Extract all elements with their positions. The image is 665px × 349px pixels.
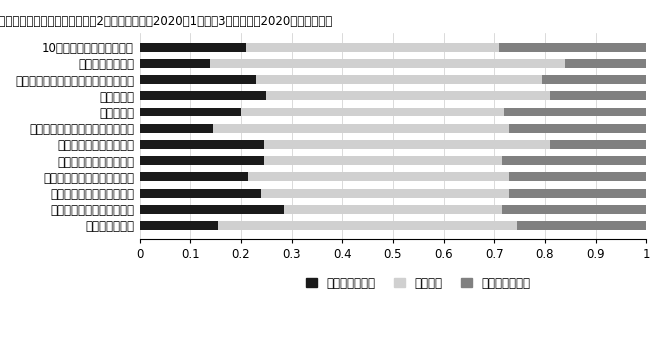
Bar: [140, 140, 264, 149]
Bar: [256, 75, 543, 84]
Bar: [509, 172, 646, 181]
Bar: [140, 156, 264, 165]
Bar: [517, 221, 646, 230]
Bar: [284, 205, 502, 214]
Bar: [140, 172, 249, 181]
Bar: [550, 140, 646, 149]
Bar: [509, 188, 646, 198]
Bar: [264, 156, 502, 165]
Text: 図5　健康関連項目と生活関連項目の2時点間の変化（2020年1月から3月の時点と2020年秋の時点）: 図5 健康関連項目と生活関連項目の2時点間の変化（2020年1月から3月の時点と…: [0, 15, 332, 28]
Bar: [211, 59, 565, 68]
Bar: [261, 188, 509, 198]
Bar: [140, 59, 211, 68]
Bar: [140, 91, 266, 100]
Bar: [140, 188, 261, 198]
Bar: [550, 91, 646, 100]
Bar: [264, 140, 550, 149]
Bar: [140, 75, 256, 84]
Bar: [499, 43, 646, 52]
Bar: [140, 205, 284, 214]
Bar: [140, 221, 218, 230]
Bar: [249, 172, 509, 181]
Bar: [509, 124, 646, 133]
Bar: [213, 124, 509, 133]
Legend: 悪くなった比率, 変化なし, 良くなった比率: 悪くなった比率, 変化なし, 良くなった比率: [301, 272, 535, 295]
Bar: [140, 43, 246, 52]
Bar: [241, 107, 504, 117]
Bar: [140, 107, 241, 117]
Bar: [502, 156, 646, 165]
Bar: [218, 221, 517, 230]
Bar: [266, 91, 550, 100]
Bar: [504, 107, 646, 117]
Bar: [140, 124, 213, 133]
Bar: [246, 43, 499, 52]
Bar: [502, 205, 646, 214]
Bar: [543, 75, 646, 84]
Bar: [565, 59, 646, 68]
